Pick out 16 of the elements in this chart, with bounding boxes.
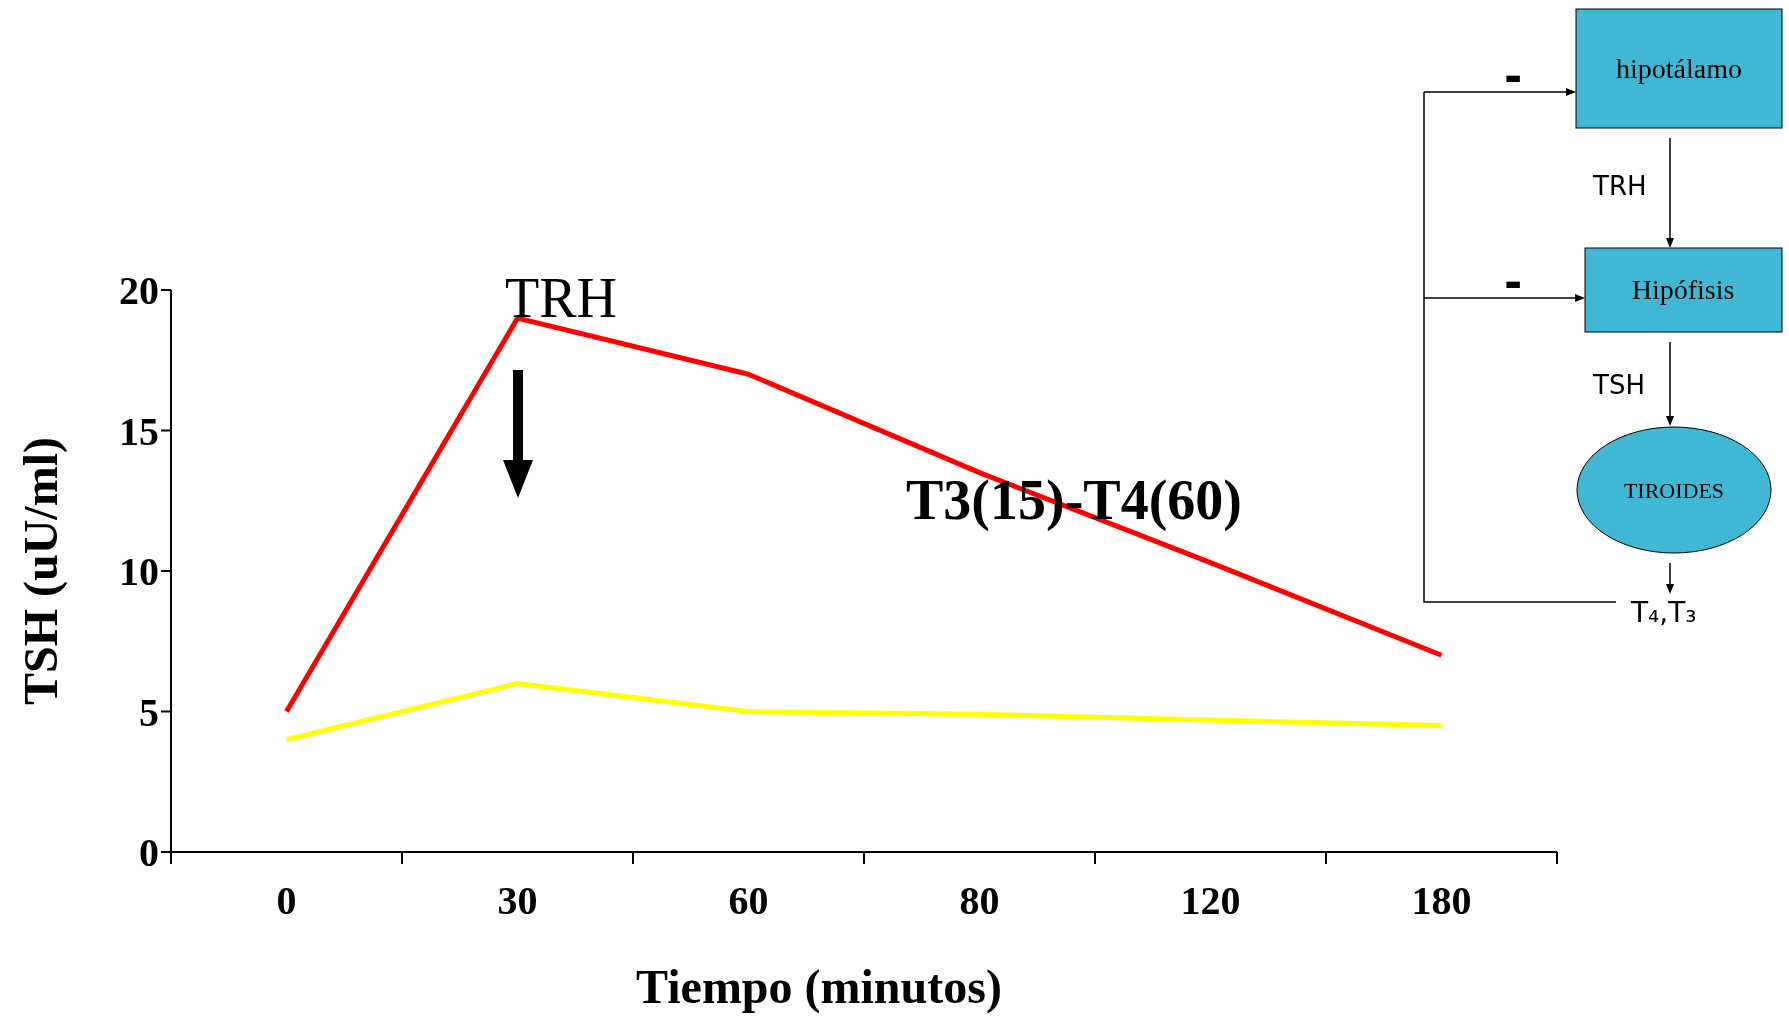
- annotation: -: [1504, 257, 1523, 308]
- y-tick-label: 10: [119, 549, 159, 595]
- y-tick-label: 0: [139, 830, 159, 876]
- flowchart-diagram: hipotálamo TRH Hipófisis TSH TIROIDES T₄,T₃ - -: [1420, 8, 1786, 648]
- x-tick-label: 60: [728, 878, 769, 923]
- x-tick-label: 0: [276, 878, 297, 923]
- x-axis-title: Tiempo (minutos): [636, 960, 1002, 1014]
- y-tick-label: 5: [139, 689, 159, 735]
- x-tick-label: 180: [1411, 878, 1472, 923]
- annotation: TRH: [505, 267, 617, 329]
- x-tick-label: 120: [1180, 878, 1241, 923]
- x-tick-label: 30: [497, 878, 538, 923]
- y-tick-label: 20: [119, 268, 159, 314]
- y-tick-label: 15: [119, 408, 159, 454]
- y-axis-title: TSH (uU/ml): [13, 436, 68, 706]
- x-tick-label: 80: [959, 878, 1000, 923]
